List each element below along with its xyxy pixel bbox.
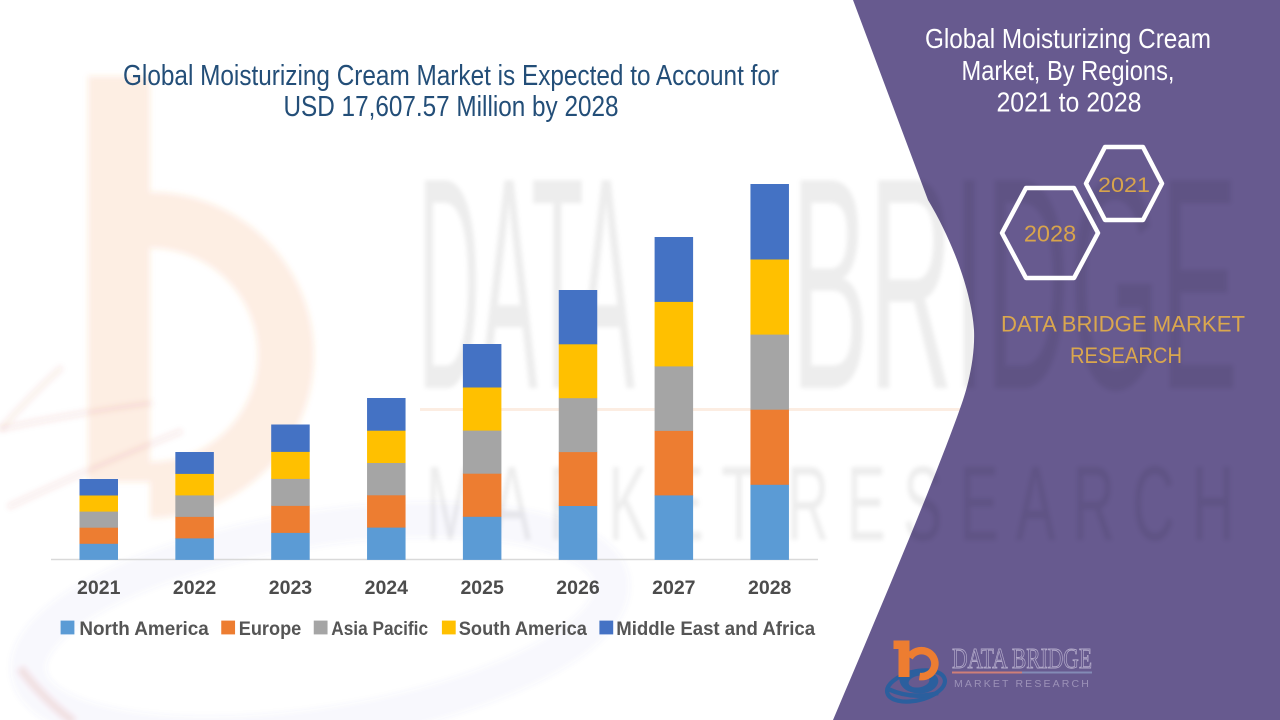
svg-text:2028: 2028 bbox=[1024, 221, 1076, 247]
svg-text:2021: 2021 bbox=[77, 577, 121, 599]
svg-text:RESEARCH: RESEARCH bbox=[1070, 343, 1182, 368]
svg-text:2023: 2023 bbox=[269, 577, 313, 599]
svg-text:BRIDGE: BRIDGE bbox=[791, 115, 1238, 453]
svg-text:Market, By Regions,: Market, By Regions, bbox=[962, 55, 1175, 86]
svg-text:North America: North America bbox=[79, 619, 209, 640]
svg-text:2021 to 2028: 2021 to 2028 bbox=[997, 87, 1142, 118]
svg-text:South America: South America bbox=[459, 619, 588, 640]
svg-text:RESEARCH: RESEARCH bbox=[787, 446, 1252, 564]
svg-text:Global Moisturizing Cream Mark: Global Moisturizing Cream Market is Expe… bbox=[123, 60, 779, 92]
svg-text:Europe: Europe bbox=[239, 619, 302, 640]
svg-text:2027: 2027 bbox=[652, 577, 695, 599]
svg-text:2026: 2026 bbox=[556, 577, 600, 599]
svg-text:DATA: DATA bbox=[418, 116, 635, 453]
svg-text:2028: 2028 bbox=[748, 577, 792, 599]
svg-text:MARKET RESEARCH: MARKET RESEARCH bbox=[954, 678, 1092, 690]
svg-text:DATA BRIDGE MARKET: DATA BRIDGE MARKET bbox=[1001, 312, 1245, 337]
svg-text:2021: 2021 bbox=[1098, 173, 1150, 197]
svg-text:2022: 2022 bbox=[173, 577, 217, 599]
svg-text:Middle East and Africa: Middle East and Africa bbox=[616, 619, 815, 640]
svg-text:Global Moisturizing Cream: Global Moisturizing Cream bbox=[925, 23, 1211, 54]
svg-text:2025: 2025 bbox=[460, 577, 504, 599]
svg-text:USD 17,607.57 Million by 2028: USD 17,607.57 Million by 2028 bbox=[284, 91, 619, 123]
svg-text:Asia Pacific: Asia Pacific bbox=[331, 619, 428, 640]
svg-text:2024: 2024 bbox=[365, 577, 409, 599]
svg-text:DATA BRIDGE: DATA BRIDGE bbox=[952, 643, 1092, 675]
